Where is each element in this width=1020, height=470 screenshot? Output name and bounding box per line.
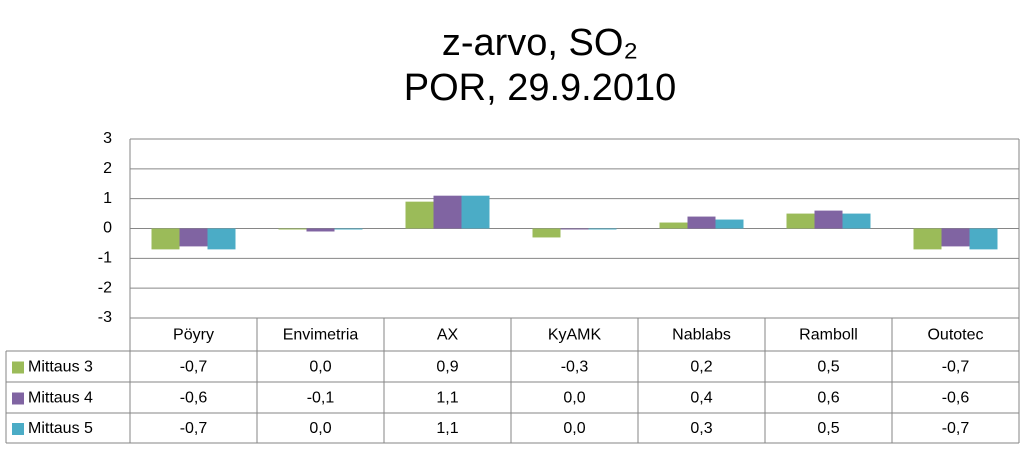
value-label: -0,6 — [942, 390, 970, 407]
bar — [405, 201, 434, 229]
value-label: 0,2 — [690, 359, 712, 376]
x-tick-label: Outotec — [927, 327, 983, 344]
bar — [278, 228, 307, 230]
value-label: 0,9 — [436, 359, 458, 376]
value-label: -0,6 — [180, 390, 208, 407]
x-tick-label: Envimetria — [283, 327, 359, 344]
x-tick-label: AX — [437, 327, 459, 344]
x-tick-label: Ramboll — [799, 327, 858, 344]
value-label: 0,3 — [690, 420, 712, 437]
value-label: 0,0 — [309, 359, 331, 376]
legend-label: Mittaus 3 — [28, 359, 93, 376]
value-label: 0,0 — [309, 420, 331, 437]
chart-subtitle: POR, 29.9.2010 — [404, 67, 677, 109]
bar — [814, 210, 843, 229]
bar — [433, 195, 462, 229]
bar — [461, 195, 490, 229]
value-label: -0,1 — [307, 390, 335, 407]
value-label: -0,3 — [561, 359, 589, 376]
legend-swatch — [12, 392, 24, 405]
bar — [532, 228, 561, 238]
value-label: -0,7 — [180, 359, 208, 376]
bar — [941, 228, 970, 247]
legend-label: Mittaus 4 — [28, 390, 93, 407]
value-label: 0,0 — [563, 390, 585, 407]
bar — [588, 228, 617, 230]
chart-title: z-arvo, SO₂ — [442, 22, 638, 64]
x-tick-label: Nablabs — [672, 327, 731, 344]
bar — [207, 228, 236, 250]
bar — [842, 213, 871, 229]
value-label: 0,5 — [817, 420, 839, 437]
bar — [560, 228, 589, 230]
y-tick-label: 1 — [103, 190, 112, 207]
bar — [687, 216, 716, 229]
bar — [334, 228, 363, 230]
bar — [786, 213, 815, 229]
bar — [659, 222, 688, 229]
value-label: -0,7 — [180, 420, 208, 437]
y-tick-label: -1 — [98, 250, 112, 267]
bar — [913, 228, 942, 250]
y-tick-label: -2 — [98, 279, 112, 296]
value-label: 0,6 — [817, 390, 839, 407]
bar — [179, 228, 208, 247]
x-tick-label: Pöyry — [173, 327, 214, 344]
legend-label: Mittaus 5 — [28, 420, 93, 437]
value-label: 1,1 — [436, 390, 458, 407]
bar — [306, 228, 335, 232]
legend-swatch — [12, 423, 24, 435]
x-tick-label: KyAMK — [548, 327, 602, 344]
value-label: -0,7 — [942, 420, 970, 437]
y-tick-label: 2 — [103, 160, 112, 177]
value-label: -0,7 — [942, 359, 970, 376]
bar — [969, 228, 998, 250]
y-tick-label: 3 — [103, 130, 112, 147]
value-label: 0,0 — [563, 420, 585, 437]
value-label: 0,4 — [690, 390, 712, 407]
bar — [715, 219, 744, 229]
value-label: 1,1 — [436, 420, 458, 437]
bar — [151, 228, 180, 250]
y-tick-label: 0 — [103, 220, 112, 237]
value-label: 0,5 — [817, 359, 839, 376]
legend-swatch — [12, 361, 24, 374]
y-tick-label: -3 — [98, 309, 112, 326]
